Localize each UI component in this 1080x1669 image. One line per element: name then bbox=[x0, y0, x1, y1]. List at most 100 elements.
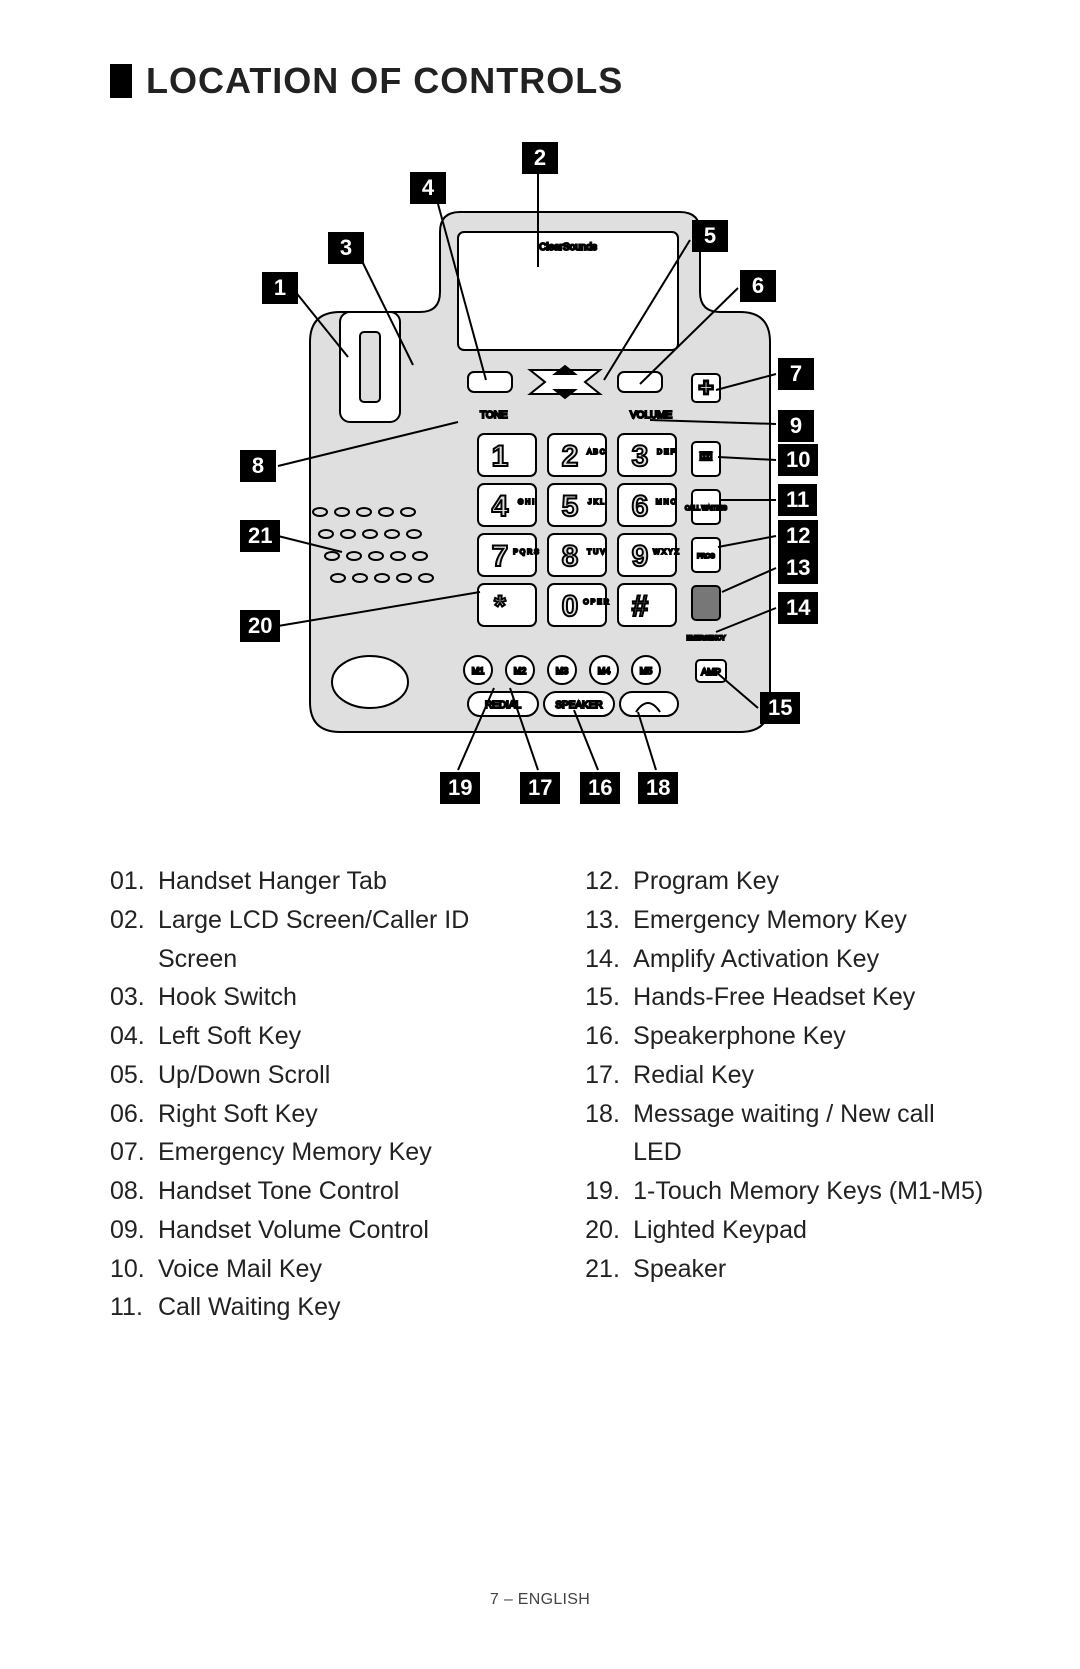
svg-text:P Q R S: P Q R S bbox=[513, 549, 539, 556]
svg-text:M2: M2 bbox=[514, 666, 527, 676]
legend-num: 03. bbox=[110, 978, 158, 1017]
legend-num: 09. bbox=[110, 1211, 158, 1250]
callout-21: 21 bbox=[240, 520, 280, 552]
legend-num: 08. bbox=[110, 1172, 158, 1211]
legend-num: 12. bbox=[585, 862, 633, 901]
callout-20: 20 bbox=[240, 610, 280, 642]
legend-num: 06. bbox=[110, 1095, 158, 1134]
legend-text: Handset Volume Control bbox=[158, 1211, 429, 1250]
legend-text: Call Waiting Key bbox=[158, 1288, 340, 1327]
callout-4: 4 bbox=[410, 172, 446, 204]
legend-item: 18.Message waiting / New call LED bbox=[585, 1095, 990, 1173]
legend-num: 15. bbox=[585, 978, 633, 1017]
legend-num: 01. bbox=[110, 862, 158, 901]
legend-text: Emergency Memory Key bbox=[633, 901, 907, 940]
legend-num: 02. bbox=[110, 901, 158, 979]
legend-item: 02.Large LCD Screen/Caller ID Screen bbox=[110, 901, 555, 979]
legend-num: 10. bbox=[110, 1250, 158, 1289]
svg-text:5: 5 bbox=[562, 490, 579, 523]
svg-text:T U V: T U V bbox=[587, 549, 605, 556]
legend-num: 11. bbox=[110, 1288, 158, 1327]
callout-12: 12 bbox=[778, 520, 818, 552]
svg-text:W X Y Z: W X Y Z bbox=[653, 549, 680, 556]
legend-item: 07.Emergency Memory Key bbox=[110, 1133, 555, 1172]
legend-item: 11.Call Waiting Key bbox=[110, 1288, 555, 1327]
legend-item: 09.Handset Volume Control bbox=[110, 1211, 555, 1250]
legend-num: 13. bbox=[585, 901, 633, 940]
svg-text:ClearSounds: ClearSounds bbox=[539, 242, 597, 253]
svg-text:#: # bbox=[632, 590, 649, 623]
manual-page: LOCATION OF CONTROLS ClearSounds TONE bbox=[0, 0, 1080, 1669]
callout-18: 18 bbox=[638, 772, 678, 804]
legend-text: Up/Down Scroll bbox=[158, 1056, 330, 1095]
legend-item: 20.Lighted Keypad bbox=[585, 1211, 990, 1250]
callout-2: 2 bbox=[522, 142, 558, 174]
legend-item: 15.Hands-Free Headset Key bbox=[585, 978, 990, 1017]
svg-text:PROG: PROG bbox=[697, 554, 715, 560]
svg-text:*: * bbox=[494, 590, 506, 623]
legend-item: 03.Hook Switch bbox=[110, 978, 555, 1017]
callout-17: 17 bbox=[520, 772, 560, 804]
legend-text: Handset Hanger Tab bbox=[158, 862, 387, 901]
legend-num: 14. bbox=[585, 940, 633, 979]
legend-item: 10.Voice Mail Key bbox=[110, 1250, 555, 1289]
legend-text: Right Soft Key bbox=[158, 1095, 318, 1134]
svg-text:G H I: G H I bbox=[518, 499, 534, 506]
legend-item: 14.Amplify Activation Key bbox=[585, 940, 990, 979]
callout-6: 6 bbox=[740, 270, 776, 302]
svg-text:6: 6 bbox=[632, 490, 649, 523]
legend-item: 01.Handset Hanger Tab bbox=[110, 862, 555, 901]
svg-text:O P E R: O P E R bbox=[583, 599, 609, 606]
svg-text:SPEAKER: SPEAKER bbox=[555, 700, 602, 711]
legend-item: 12.Program Key bbox=[585, 862, 990, 901]
svg-text:1: 1 bbox=[492, 440, 509, 473]
legend-num: 16. bbox=[585, 1017, 633, 1056]
svg-text:0: 0 bbox=[562, 590, 579, 623]
legend-num: 17. bbox=[585, 1056, 633, 1095]
legend-text: Handset Tone Control bbox=[158, 1172, 399, 1211]
phone-diagram: ClearSounds TONE VOLUME ✚ ✉CALL WAITINGP… bbox=[200, 112, 900, 832]
callout-3: 3 bbox=[328, 232, 364, 264]
legend-text: Speakerphone Key bbox=[633, 1017, 846, 1056]
svg-text:TONE: TONE bbox=[480, 410, 508, 421]
svg-text:3: 3 bbox=[632, 440, 649, 473]
legend-text: Emergency Memory Key bbox=[158, 1133, 432, 1172]
callout-15: 15 bbox=[760, 692, 800, 724]
legend-text: Hook Switch bbox=[158, 978, 297, 1017]
legend-text: Large LCD Screen/Caller ID Screen bbox=[158, 901, 555, 979]
title-row: LOCATION OF CONTROLS bbox=[110, 60, 990, 102]
legend-text: Voice Mail Key bbox=[158, 1250, 322, 1289]
legend-num: 04. bbox=[110, 1017, 158, 1056]
svg-text:M4: M4 bbox=[598, 666, 611, 676]
legend-text: Hands-Free Headset Key bbox=[633, 978, 915, 1017]
svg-text:4: 4 bbox=[492, 490, 509, 523]
svg-text:D E F: D E F bbox=[657, 449, 675, 456]
svg-text:AMP: AMP bbox=[701, 667, 721, 677]
svg-text:M5: M5 bbox=[640, 666, 653, 676]
svg-text:8: 8 bbox=[562, 540, 579, 573]
svg-text:7: 7 bbox=[492, 540, 509, 573]
svg-text:CALL WAITING: CALL WAITING bbox=[685, 506, 727, 512]
legend-text: Program Key bbox=[633, 862, 779, 901]
svg-text:2: 2 bbox=[562, 440, 579, 473]
legend-item: 16.Speakerphone Key bbox=[585, 1017, 990, 1056]
legend-item: 21.Speaker bbox=[585, 1250, 990, 1289]
callout-11: 11 bbox=[778, 484, 817, 516]
callout-10: 10 bbox=[778, 444, 818, 476]
svg-text:✉: ✉ bbox=[699, 449, 712, 466]
legend-item: 08.Handset Tone Control bbox=[110, 1172, 555, 1211]
legend-num: 20. bbox=[585, 1211, 633, 1250]
legend-text: Redial Key bbox=[633, 1056, 754, 1095]
svg-text:J K L: J K L bbox=[588, 499, 604, 506]
legend: 01.Handset Hanger Tab02.Large LCD Screen… bbox=[110, 862, 990, 1327]
legend-item: 05.Up/Down Scroll bbox=[110, 1056, 555, 1095]
legend-text: Message waiting / New call LED bbox=[633, 1095, 990, 1173]
legend-text: 1-Touch Memory Keys (M1-M5) bbox=[633, 1172, 983, 1211]
callout-1: 1 bbox=[262, 272, 298, 304]
legend-num: 19. bbox=[585, 1172, 633, 1211]
svg-text:A B C: A B C bbox=[587, 449, 605, 456]
legend-text: Left Soft Key bbox=[158, 1017, 301, 1056]
page-title: LOCATION OF CONTROLS bbox=[146, 60, 623, 102]
callout-5: 5 bbox=[692, 220, 728, 252]
legend-num: 07. bbox=[110, 1133, 158, 1172]
